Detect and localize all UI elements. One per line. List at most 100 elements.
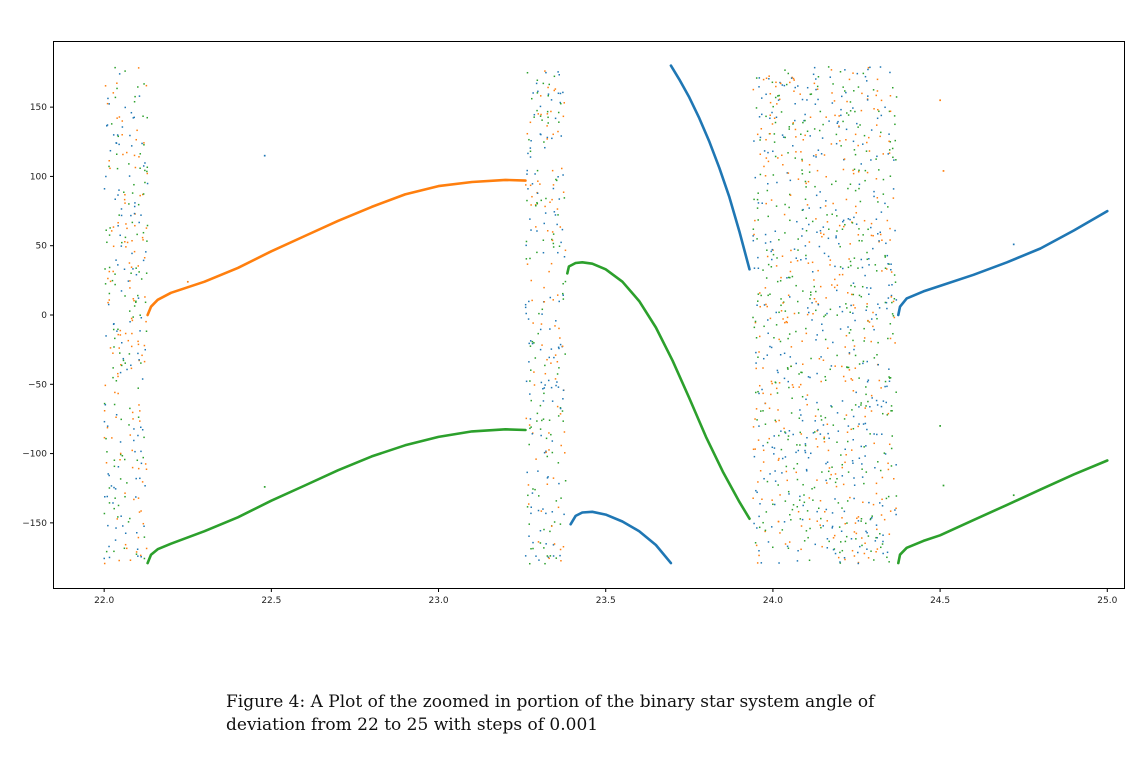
band-point [548, 419, 551, 421]
band-point [140, 362, 142, 364]
band-point [860, 295, 863, 298]
band-point [884, 380, 887, 383]
y-tick-label: −150 [22, 519, 47, 529]
band-point [123, 198, 126, 201]
band-point [801, 228, 804, 230]
band-point [540, 113, 542, 116]
band-point [876, 537, 878, 539]
band-point [556, 405, 559, 408]
band-point [552, 184, 555, 186]
band-point [119, 329, 122, 332]
band-point [109, 149, 112, 152]
band-point [846, 112, 848, 114]
band-point [558, 482, 560, 485]
band-point [527, 503, 530, 505]
band-point [878, 240, 880, 242]
band-point [859, 200, 862, 203]
band-point [135, 477, 137, 480]
band-point [769, 293, 771, 295]
band-point [850, 264, 852, 267]
band-point [139, 330, 141, 332]
band-point [853, 497, 855, 500]
band-point [890, 263, 892, 265]
series-3-outlier [942, 484, 945, 487]
band-point [800, 151, 802, 153]
band-point [765, 511, 768, 513]
band-point [781, 472, 783, 474]
band-point [755, 77, 758, 79]
band-point [840, 454, 842, 456]
band-point [867, 379, 870, 381]
band-point [870, 129, 873, 131]
band-point [530, 204, 532, 206]
band-point [525, 312, 527, 315]
band-point [533, 371, 535, 373]
band-point [893, 159, 895, 161]
band-point [804, 245, 807, 247]
band-point [777, 484, 779, 486]
band-point [808, 311, 810, 314]
band-point [854, 133, 857, 136]
band-point [870, 226, 872, 229]
band-point [855, 391, 857, 394]
band-point [801, 160, 804, 162]
band-point [775, 420, 777, 423]
y-tick-label: 0 [41, 311, 47, 321]
band-point [823, 315, 825, 318]
band-point [875, 218, 878, 220]
band-point [139, 167, 141, 170]
band-point [561, 410, 564, 412]
band-point [784, 432, 787, 434]
band-point [761, 113, 763, 116]
band-point [887, 462, 889, 465]
band-point [562, 545, 565, 548]
band-point [790, 77, 793, 79]
band-point [846, 500, 849, 502]
band-point [794, 86, 796, 89]
band-point [829, 259, 832, 261]
band-point [783, 521, 786, 523]
band-point [769, 345, 771, 348]
band-point [847, 471, 850, 473]
band-point [847, 292, 849, 294]
band-point [797, 549, 799, 552]
band-point [530, 369, 532, 371]
band-point [766, 249, 768, 251]
band-point [851, 549, 854, 552]
band-point [771, 123, 774, 125]
band-point [798, 386, 800, 388]
band-point [143, 525, 145, 528]
band-point [143, 144, 145, 146]
band-point [752, 448, 755, 451]
band-point [875, 94, 878, 97]
band-point [895, 299, 898, 301]
band-point [764, 175, 767, 177]
band-point [560, 135, 563, 137]
band-point [844, 223, 846, 226]
band-point [131, 466, 134, 469]
band-point [122, 357, 125, 360]
band-point [759, 136, 762, 139]
band-point [846, 307, 848, 309]
band-point [767, 160, 770, 163]
band-point [867, 557, 870, 559]
band-point [115, 527, 117, 529]
band-point [861, 285, 864, 288]
band-point [550, 433, 552, 436]
band-point [817, 269, 819, 272]
band-point [784, 203, 786, 206]
band-point [788, 206, 790, 209]
band-point [529, 121, 532, 124]
band-point [552, 477, 555, 479]
band-point [130, 145, 133, 147]
band-point [820, 419, 823, 421]
band-point [837, 502, 840, 504]
band-point [806, 99, 808, 101]
band-point [530, 426, 532, 428]
band-point [560, 167, 563, 170]
band-point [832, 424, 835, 426]
band-point [790, 346, 793, 348]
band-point [128, 310, 131, 312]
band-point [113, 465, 116, 468]
band-point [752, 235, 754, 237]
